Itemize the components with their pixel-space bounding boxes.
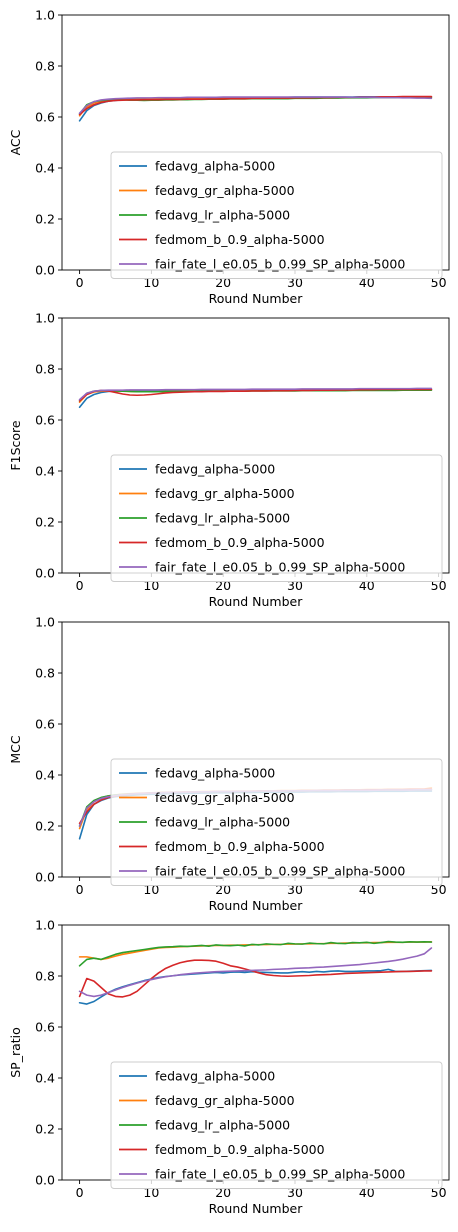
x-tick-label: 0 — [76, 578, 84, 593]
y-tick-label: 0.0 — [35, 566, 55, 581]
legend-label: fair_fate_l_e0.05_b_0.99_SP_alpha-5000 — [155, 1167, 405, 1182]
legend-label: fedavg_alpha-5000 — [155, 766, 275, 781]
legend-box — [110, 454, 443, 582]
legend: fedavg_alpha-5000 fedavg_gr_alpha-5000fed… — [110, 758, 443, 886]
y-tick-label: 0.6 — [35, 1020, 55, 1035]
x-axis-label: Round Number — [209, 1201, 304, 1216]
y-axis-label: MCC — [8, 735, 23, 764]
legend-label: fedavg_gr_alpha-5000 — [155, 1093, 295, 1108]
legend: fedavg_alpha-5000 fedavg_gr_alpha-5000fed… — [110, 1061, 443, 1189]
series-line-4 — [78, 387, 433, 401]
series-line-4 — [78, 947, 433, 998]
legend-label: fair_fate_l_e0.05_b_0.99_SP_alpha-5000 — [155, 560, 405, 575]
y-tick-label: 1.0 — [35, 311, 55, 326]
y-tick-label: 0.8 — [35, 969, 55, 984]
y-axis-label: ACC — [8, 129, 23, 155]
y-tick-label: 0.2 — [35, 212, 55, 227]
legend-label: fedmom_b_0.9_alpha-5000 — [155, 839, 325, 854]
y-tick-label: 0.0 — [35, 870, 55, 885]
y-tick-label: 1.0 — [35, 918, 55, 933]
series-line-2 — [78, 940, 433, 967]
legend-label: fedavg_alpha-5000 — [155, 1069, 275, 1084]
y-tick-label: 0.2 — [35, 515, 55, 530]
legend-label: fedmom_b_0.9_alpha-5000 — [155, 1142, 325, 1157]
legend-label: fedavg_gr_alpha-5000 — [155, 486, 295, 501]
legend-label: fedmom_b_0.9_alpha-5000 — [155, 232, 325, 247]
legend-label: fair_fate_l_e0.05_b_0.99_SP_alpha-5000 — [155, 257, 405, 272]
series-line-4 — [78, 96, 433, 114]
y-tick-label: 1.0 — [35, 615, 55, 630]
legend-label: fedavg_lr_alpha-5000 — [155, 511, 290, 526]
y-tick-label: 0.8 — [35, 666, 55, 681]
legend-label: fedmom_b_0.9_alpha-5000 — [155, 535, 325, 550]
y-tick-label: 0.6 — [35, 110, 55, 125]
legend: fedavg_alpha-5000 fedavg_gr_alpha-5000fed… — [110, 454, 443, 582]
y-axis-label: SP_ratio — [8, 1027, 23, 1078]
y-tick-label: 0.4 — [35, 768, 55, 783]
y-tick-label: 0.2 — [35, 1122, 55, 1137]
legend-label: fair_fate_l_e0.05_b_0.99_SP_alpha-5000 — [155, 864, 405, 879]
y-axis-label: F1Score — [8, 420, 23, 470]
y-tick-label: 0.8 — [35, 362, 55, 377]
series-line-0 — [78, 968, 433, 1005]
legend-label: fedavg_alpha-5000 — [155, 159, 275, 174]
legend: fedavg_alpha-5000 fedavg_gr_alpha-5000fed… — [110, 151, 443, 279]
y-tick-label: 1.0 — [35, 8, 55, 23]
x-axis-label: Round Number — [209, 898, 304, 913]
y-tick-label: 0.6 — [35, 413, 55, 428]
legend-label: fedavg_alpha-5000 — [155, 462, 275, 477]
y-tick-label: 0.2 — [35, 819, 55, 834]
legend-box — [110, 758, 443, 886]
x-tick-label: 0 — [76, 275, 84, 290]
legend-label: fedavg_lr_alpha-5000 — [155, 815, 290, 830]
y-tick-label: 0.0 — [35, 1173, 55, 1188]
y-tick-label: 0.6 — [35, 717, 55, 732]
y-tick-label: 0.4 — [35, 161, 55, 176]
legend-label: fedavg_gr_alpha-5000 — [155, 183, 295, 198]
series-line-3 — [78, 959, 433, 998]
x-axis-label: Round Number — [209, 594, 304, 609]
y-tick-label: 0.8 — [35, 59, 55, 74]
y-tick-label: 0.4 — [35, 464, 55, 479]
y-tick-label: 0.4 — [35, 1071, 55, 1086]
legend-label: fedavg_lr_alpha-5000 — [155, 1118, 290, 1133]
legend-box — [110, 151, 443, 279]
y-tick-label: 0.0 — [35, 263, 55, 278]
legend-label: fedavg_lr_alpha-5000 — [155, 208, 290, 223]
x-axis-label: Round Number — [209, 291, 304, 306]
legend-box — [110, 1061, 443, 1189]
series-line-3 — [78, 388, 433, 402]
legend-label: fedavg_gr_alpha-5000 — [155, 790, 295, 805]
x-tick-label: 0 — [76, 882, 84, 897]
x-tick-label: 0 — [76, 1185, 84, 1200]
